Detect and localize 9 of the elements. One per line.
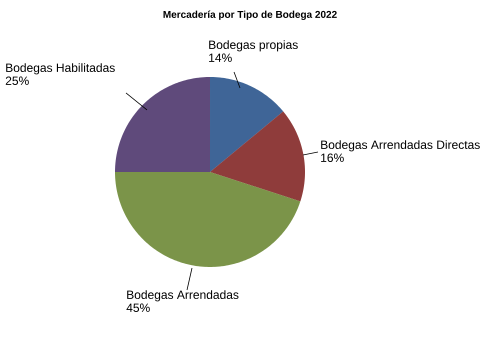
- data-label: 45%: [126, 304, 150, 312]
- data-label: 25%: [6, 76, 29, 85]
- chart-title: Mercadería por Tipo de Bodega 2022: [164, 10, 337, 20]
- slice-label: Bodegas Habilitadas: [6, 63, 115, 74]
- slice-label: Bodegas Arrendadas: [127, 290, 238, 302]
- slice-label: Bodegas propias: [209, 40, 298, 52]
- data-label: 16%: [321, 154, 344, 162]
- data-label: 14%: [209, 54, 232, 62]
- slice-label: Bodegas Arrendadas Directas: [321, 140, 480, 152]
